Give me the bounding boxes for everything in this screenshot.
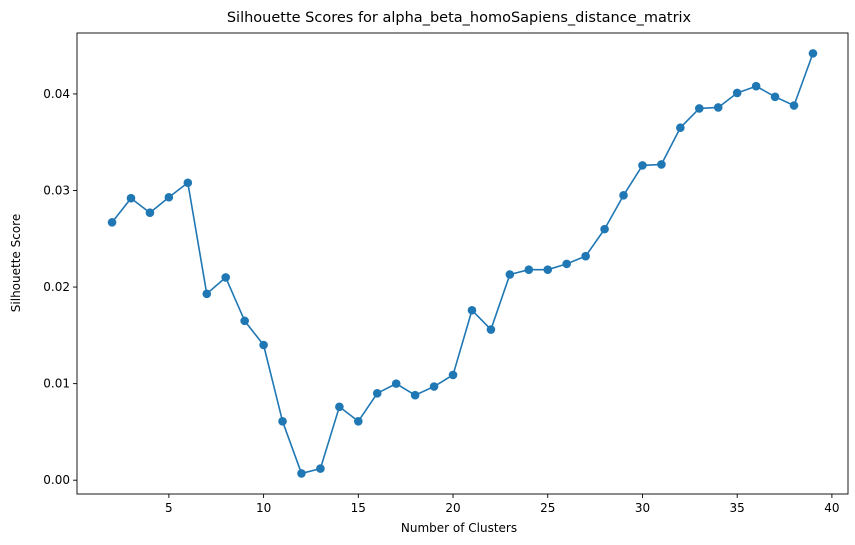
x-tick-label: 20 (445, 501, 460, 515)
data-point (278, 416, 287, 426)
data-point (183, 178, 193, 188)
data-point (486, 325, 496, 334)
data-point (600, 224, 609, 234)
x-tick-label: 30 (635, 501, 650, 515)
data-point (789, 101, 799, 110)
x-tick-label: 5 (165, 501, 173, 515)
y-tick-label: 0.00 (43, 473, 70, 487)
axes-frame (76, 32, 849, 495)
x-tick-label: 25 (540, 501, 555, 515)
data-point (619, 191, 628, 200)
data-point (638, 161, 647, 170)
data-point (297, 469, 306, 478)
data-point (676, 123, 685, 133)
data-point (751, 81, 761, 91)
data-point (240, 316, 249, 326)
data-point (732, 88, 742, 98)
data-point (505, 270, 515, 279)
data-point (770, 92, 780, 102)
data-point (581, 251, 590, 261)
data-point (543, 265, 553, 274)
data-point (107, 218, 117, 227)
x-tick-label: 10 (256, 501, 271, 515)
data-point (448, 370, 458, 380)
data-point (524, 265, 534, 274)
y-tick-label: 0.02 (43, 280, 70, 294)
data-point (335, 402, 344, 412)
x-tick-label: 35 (730, 501, 745, 515)
chart-title: Silhouette Scores for alpha_beta_homoSap… (227, 10, 692, 26)
x-axis-label: Number of Clusters (401, 521, 517, 535)
data-point (657, 160, 666, 169)
y-axis-label: Silhouette Score (9, 214, 23, 312)
data-point (316, 464, 325, 473)
x-tick-label: 40 (824, 501, 839, 515)
y-tick-label: 0.04 (43, 87, 70, 101)
x-tick-label: 15 (351, 501, 366, 515)
data-point (713, 103, 723, 112)
plot-area: 5 10 15 20 25 30 35 40 0.00 0.01 0.02 0.03 0.04 (43, 32, 849, 515)
data-point (467, 305, 477, 315)
data-point (164, 192, 174, 202)
data-point (410, 390, 420, 400)
data-point (145, 208, 155, 218)
y-tick-label: 0.03 (43, 183, 70, 197)
data-point (694, 104, 704, 113)
data-point (126, 193, 136, 203)
data-point (808, 49, 818, 58)
series-line (111, 53, 814, 475)
data-point (221, 273, 231, 282)
data-point (202, 289, 212, 299)
data-point (429, 382, 439, 391)
data-point (562, 259, 571, 269)
data-point (391, 379, 401, 388)
y-tick-label: 0.01 (43, 377, 70, 391)
data-point (354, 416, 363, 426)
data-point (259, 340, 268, 350)
data-point (372, 388, 382, 398)
